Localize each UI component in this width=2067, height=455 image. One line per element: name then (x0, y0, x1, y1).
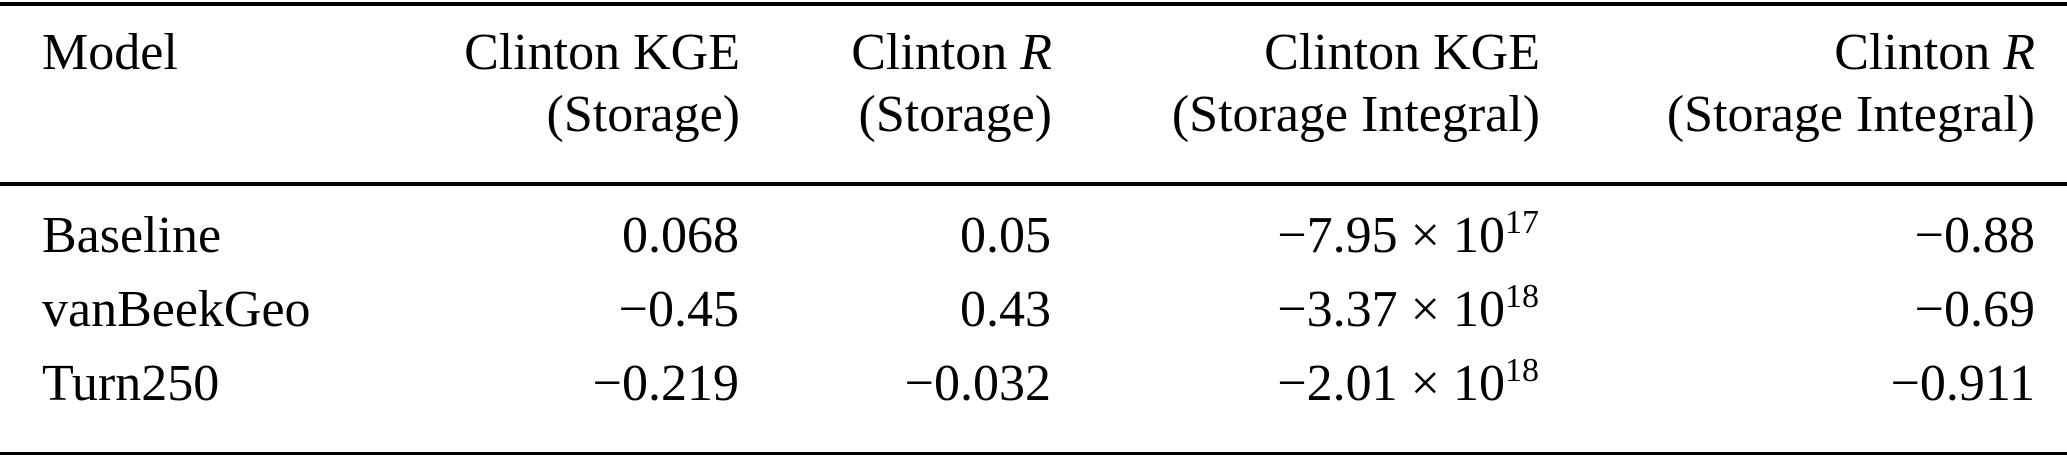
cell-kge-storage: −0.45 (618, 281, 739, 338)
header-row: Model Clinton KGE (Storage) Clinton R (S… (0, 4, 2067, 186)
column-header-kge-storage: Clinton KGE (Storage) (440, 4, 740, 186)
column-header-model-label: Model (42, 24, 178, 81)
value-exponent: 18 (1505, 278, 1539, 316)
column-header-line1: Clinton R (1540, 22, 2035, 84)
value-base: −2.01 × 10 (1277, 355, 1505, 412)
column-header-line2: (Storage) (858, 86, 1052, 143)
cell-r-integral: −0.911 (1890, 355, 2035, 412)
column-header-r-storage: Clinton R (Storage) (740, 4, 1052, 186)
cell-model: Turn250 (42, 355, 220, 412)
table-row: vanBeekGeo −0.45 0.43 −3.37 × 1018 −0.69 (0, 273, 2067, 347)
column-header-line1: Clinton KGE (1264, 24, 1540, 81)
cell-model: vanBeekGeo (42, 281, 311, 338)
column-header-kge-integral: Clinton KGE (Storage Integral) (1052, 4, 1540, 186)
value-exponent: 17 (1505, 204, 1539, 242)
column-header-line1: Clinton KGE (464, 24, 740, 81)
table-header: Model Clinton KGE (Storage) Clinton R (S… (0, 4, 2067, 186)
column-header-line2: (Storage) (546, 86, 740, 143)
table-row: Baseline 0.068 0.05 −7.95 × 1017 −0.88 (0, 184, 2067, 273)
column-header-model: Model (0, 4, 440, 186)
column-header-metric: R (2003, 24, 2035, 81)
cell-r-integral: −0.88 (1914, 207, 2035, 264)
cell-kge-integral: −3.37 × 1018 (1052, 273, 1540, 347)
column-header-prefix: Clinton (1834, 24, 1991, 81)
table-row: Turn250 −0.219 −0.032 −2.01 × 1018 −0.91… (0, 347, 2067, 455)
column-header-prefix: Clinton (851, 24, 1008, 81)
column-header-r-integral: Clinton R (Storage Integral) (1540, 4, 2067, 186)
cell-r-integral: −0.69 (1914, 281, 2035, 338)
column-header-line1: Clinton R (740, 22, 1052, 84)
column-header-line2: (Storage Integral) (1666, 86, 2035, 143)
cell-r-storage: 0.43 (960, 281, 1051, 338)
column-header-line2: (Storage Integral) (1171, 86, 1540, 143)
column-header-metric: R (1020, 24, 1052, 81)
value-base: −3.37 × 10 (1277, 281, 1505, 338)
value-exponent: 18 (1505, 352, 1539, 390)
cell-kge-storage: −0.219 (592, 355, 739, 412)
table-body: Baseline 0.068 0.05 −7.95 × 1017 −0.88 v… (0, 184, 2067, 455)
cell-kge-integral: −7.95 × 1017 (1052, 184, 1540, 273)
cell-kge-integral: −2.01 × 1018 (1052, 347, 1540, 455)
value-base: −7.95 × 10 (1277, 207, 1505, 264)
cell-kge-storage: 0.068 (622, 207, 739, 264)
cell-r-storage: −0.032 (904, 355, 1051, 412)
cell-model: Baseline (42, 207, 222, 264)
cell-r-storage: 0.05 (960, 207, 1051, 264)
